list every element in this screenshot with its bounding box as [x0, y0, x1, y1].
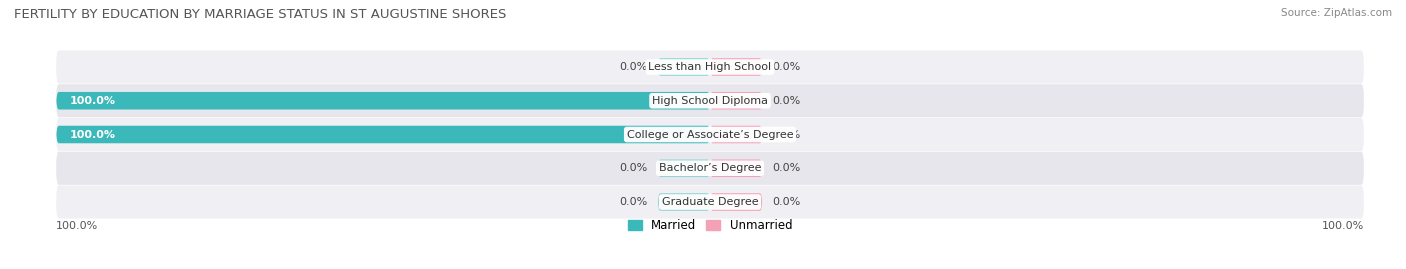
- Text: 0.0%: 0.0%: [772, 197, 800, 207]
- FancyBboxPatch shape: [56, 126, 710, 143]
- FancyBboxPatch shape: [658, 193, 710, 211]
- Text: 0.0%: 0.0%: [620, 197, 648, 207]
- FancyBboxPatch shape: [56, 185, 1364, 218]
- FancyBboxPatch shape: [710, 126, 762, 143]
- Text: Less than High School: Less than High School: [648, 62, 772, 72]
- Text: 100.0%: 100.0%: [69, 96, 115, 106]
- Text: Bachelor’s Degree: Bachelor’s Degree: [659, 163, 761, 173]
- Text: 100.0%: 100.0%: [1322, 221, 1364, 231]
- Text: 0.0%: 0.0%: [772, 62, 800, 72]
- Text: 0.0%: 0.0%: [620, 62, 648, 72]
- Legend: Married, Unmarried: Married, Unmarried: [623, 215, 797, 237]
- Text: 100.0%: 100.0%: [69, 129, 115, 140]
- Text: FERTILITY BY EDUCATION BY MARRIAGE STATUS IN ST AUGUSTINE SHORES: FERTILITY BY EDUCATION BY MARRIAGE STATU…: [14, 8, 506, 21]
- FancyBboxPatch shape: [56, 84, 1364, 117]
- FancyBboxPatch shape: [56, 92, 710, 109]
- Text: 0.0%: 0.0%: [772, 96, 800, 106]
- Text: 100.0%: 100.0%: [56, 221, 98, 231]
- FancyBboxPatch shape: [56, 51, 1364, 84]
- Text: 0.0%: 0.0%: [772, 163, 800, 173]
- Text: Graduate Degree: Graduate Degree: [662, 197, 758, 207]
- FancyBboxPatch shape: [710, 92, 762, 109]
- Text: 0.0%: 0.0%: [772, 129, 800, 140]
- FancyBboxPatch shape: [56, 152, 1364, 185]
- FancyBboxPatch shape: [658, 160, 710, 177]
- Text: College or Associate’s Degree: College or Associate’s Degree: [627, 129, 793, 140]
- FancyBboxPatch shape: [710, 193, 762, 211]
- Text: 0.0%: 0.0%: [620, 163, 648, 173]
- FancyBboxPatch shape: [56, 118, 1364, 151]
- FancyBboxPatch shape: [710, 160, 762, 177]
- FancyBboxPatch shape: [710, 58, 762, 76]
- FancyBboxPatch shape: [658, 58, 710, 76]
- Text: High School Diploma: High School Diploma: [652, 96, 768, 106]
- Text: Source: ZipAtlas.com: Source: ZipAtlas.com: [1281, 8, 1392, 18]
